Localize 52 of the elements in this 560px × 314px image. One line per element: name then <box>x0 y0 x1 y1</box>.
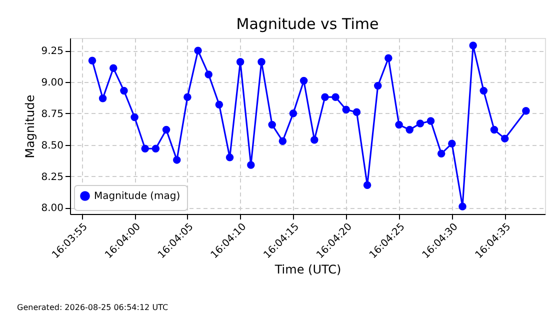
point <box>448 140 456 148</box>
point <box>98 94 107 102</box>
y-tick-label: 8.25 <box>41 172 64 183</box>
point <box>152 144 160 152</box>
point <box>469 42 477 50</box>
point <box>426 117 435 125</box>
point <box>363 181 372 189</box>
point <box>258 58 266 66</box>
point <box>300 76 308 85</box>
point <box>162 126 170 134</box>
point <box>395 120 403 129</box>
point <box>342 106 350 114</box>
point <box>184 93 192 101</box>
point <box>352 108 361 116</box>
point <box>88 56 96 64</box>
y-tick-label: 9.00 <box>41 78 64 88</box>
point <box>289 110 298 118</box>
point <box>321 93 329 101</box>
point <box>490 126 498 134</box>
point <box>310 136 318 144</box>
point <box>332 93 340 101</box>
point <box>268 120 276 129</box>
point <box>500 134 509 142</box>
point <box>480 86 488 95</box>
x-axis-title: Time (UTC) <box>274 262 342 276</box>
chart-title: Magnitude vs Time <box>236 15 379 33</box>
point <box>522 107 530 115</box>
y-tick-label: 8.00 <box>41 203 64 214</box>
point <box>458 202 466 210</box>
y-tick-label: 9.25 <box>41 46 64 58</box>
point <box>172 156 181 164</box>
point <box>247 161 255 169</box>
point <box>141 144 149 152</box>
y-axis-title: Magnitude <box>23 94 38 158</box>
point <box>226 154 234 162</box>
legend-label: Magnitude (mag) <box>94 191 180 202</box>
point <box>236 58 244 66</box>
y-tick-label: 8.75 <box>41 108 64 120</box>
point <box>406 126 414 134</box>
text: Generated: 2026-08-25 06:54:12 UTC <box>17 303 168 312</box>
point <box>215 100 224 108</box>
point <box>416 120 424 128</box>
point <box>204 70 212 78</box>
point <box>110 64 118 72</box>
point <box>194 46 202 54</box>
point <box>120 86 128 95</box>
y-tick-label: 8.50 <box>41 140 64 152</box>
point <box>384 54 392 62</box>
point <box>437 150 446 158</box>
point <box>374 82 382 90</box>
point <box>130 113 138 122</box>
point <box>278 137 287 145</box>
